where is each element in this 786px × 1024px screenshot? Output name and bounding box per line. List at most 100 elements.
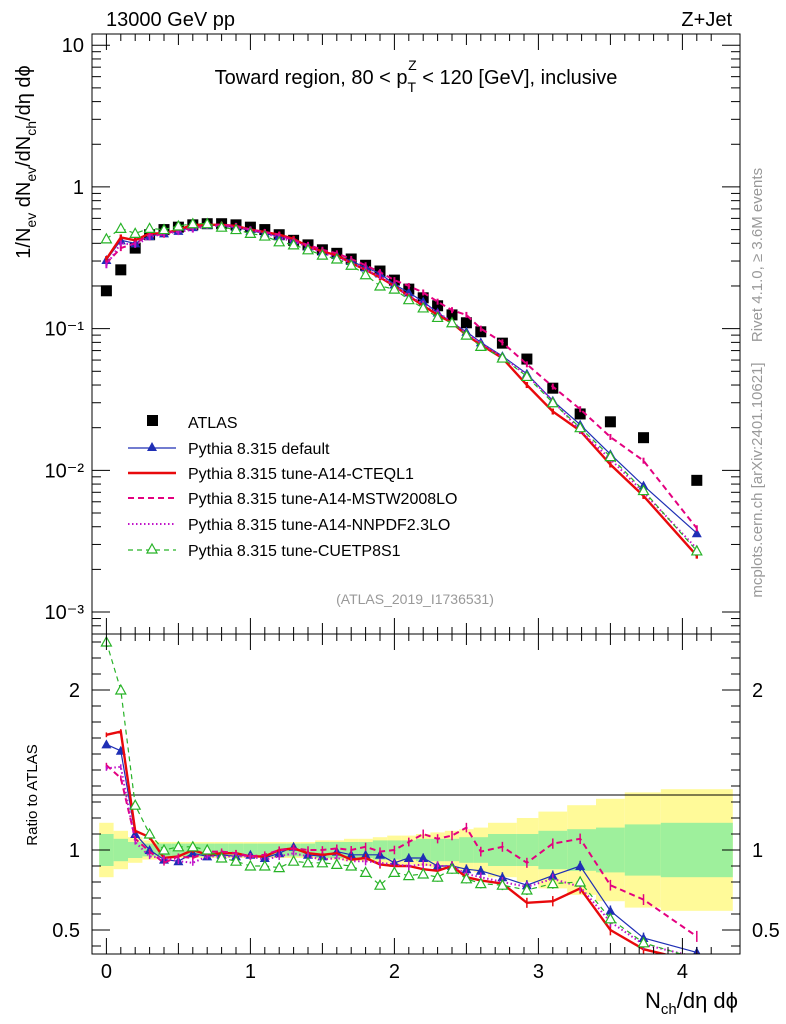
ratio-band-stat (401, 840, 416, 860)
ratio-series-point-5 (215, 851, 228, 863)
x-axis-label: Nch/dη dϕ (645, 988, 738, 1018)
ratio-band-stat (459, 837, 474, 863)
main-series-point-5 (359, 268, 372, 280)
ratio-band-stat (430, 838, 445, 862)
ratio-series-point-1 (605, 905, 616, 915)
ratio-series-point-5 (244, 859, 257, 871)
ratio-series-point-5 (604, 912, 617, 924)
ratio-series-point-5 (345, 859, 358, 871)
ratio-series-point-5 (637, 936, 650, 948)
main-series-point-5 (114, 222, 127, 233)
ratio-series-point-1 (130, 829, 141, 838)
main-series-point-5 (244, 227, 257, 238)
main-series-point-5 (637, 484, 650, 496)
main-series-line-3 (105, 223, 698, 529)
main-series-point-5 (402, 293, 415, 305)
ratio-series-point-5 (574, 875, 587, 887)
atlas-data-point (574, 408, 586, 420)
main-series-point-5 (330, 252, 343, 264)
ratio-ytick-label: 0.5 (52, 920, 80, 942)
ratio-series-point-5 (388, 866, 401, 877)
main-series-point-5 (373, 279, 387, 291)
legend-nnpdf-label: Pythia 8.315 tune-A14-NNPDF2.3LO (188, 517, 450, 534)
main-series-point-5 (431, 311, 444, 323)
main-series-point-5 (445, 316, 459, 328)
ratio-series-point-5 (417, 867, 430, 879)
legend: ATLAS Pythia 8.315 default Pythia 8.315 … (128, 415, 457, 560)
main-series-point-5 (460, 328, 473, 340)
main-ytick-label: 10⁻¹ (45, 319, 85, 341)
legend-cteql1-label: Pythia 8.315 tune-A14-CTEQL1 (188, 466, 414, 483)
ratio-band-stat (596, 827, 625, 873)
ratio-band-stat (416, 838, 431, 862)
chart-title-sub: T (408, 79, 417, 95)
ratio-series-line-2 (106, 730, 669, 954)
ratio-series-line-4 (106, 765, 688, 954)
legend-atlas-label: ATLAS (188, 415, 238, 432)
xtick-label: 4 (677, 961, 688, 983)
main-series-point-5 (186, 217, 199, 229)
ratio-series-line-5 (105, 641, 683, 954)
atlas-data-point (129, 242, 141, 254)
atlas-data-point (521, 353, 533, 365)
main-series-point-5 (287, 238, 300, 250)
atlas-data-point (115, 264, 127, 276)
ratio-series-point-5 (258, 859, 271, 871)
main-series-point-5 (157, 223, 171, 235)
ratio-series-point-5 (186, 840, 199, 852)
ratio-series-line-3 (105, 764, 698, 938)
ratio-series-point-5 (143, 827, 156, 839)
atlas-data-point (446, 309, 458, 321)
ratio-band-stat (444, 838, 460, 862)
ratio-series-point-5 (696, 952, 698, 954)
legend-cuetp-label: Pythia 8.315 tune-CUETP8S1 (188, 543, 401, 560)
ratio-series-point-5 (373, 878, 387, 890)
atlas-data-point (460, 317, 472, 329)
main-ylabel: 1/Nev dNev/dNch/dη dϕ (13, 65, 39, 258)
ratio-series-point-5 (287, 854, 300, 866)
atlas-data-point (638, 432, 650, 444)
ratio-series-point-1 (497, 872, 508, 882)
ratio-series-point-1 (418, 853, 429, 862)
analysis-tag: (ATLAS_2019_I1736531) (336, 591, 494, 607)
ratio-series-point-1 (403, 853, 414, 862)
main-series-point-5 (474, 340, 487, 351)
main-series-line-5 (106, 223, 698, 552)
ratio-ylabel: Ratio to ATLAS (24, 744, 41, 845)
ratio-ytick-label-right: 1 (752, 840, 763, 862)
xtick-label: 2 (389, 961, 400, 983)
ratio-series-point-5 (157, 843, 171, 855)
main-ytick-label: 10⁻² (45, 460, 85, 482)
main-series-point-5 (129, 227, 142, 238)
chart-title-pre: Toward region, 80 < p (215, 67, 408, 89)
ratio-band-stat (257, 843, 272, 857)
ratio-series-point-1 (101, 739, 112, 749)
ratio-series-point-5 (359, 866, 372, 877)
main-series-point-5 (496, 351, 509, 363)
legend-default-label: Pythia 8.315 default (188, 441, 330, 458)
main-series-point-5 (172, 219, 185, 231)
ratio-series-point-5 (546, 877, 559, 889)
ratio-series-point-5 (474, 877, 487, 889)
chart-title-post: < 120 [GeV], inclusive (417, 67, 618, 89)
main-series-point-5 (143, 222, 156, 233)
main-series-point-5 (215, 220, 228, 232)
main-series-point-5 (604, 450, 617, 462)
ratio-ytick-label: 1 (69, 840, 80, 862)
ratio-band-stat (660, 822, 733, 878)
ratio-series-point-5 (402, 869, 415, 881)
ratio-series-point-5 (172, 840, 185, 852)
ratio-series-point-5 (431, 870, 444, 882)
main-series-point-5 (301, 243, 315, 255)
ratio-series-point-5 (496, 878, 509, 890)
ratio-series-point-1 (475, 865, 486, 875)
ratio-series-point-1 (575, 861, 586, 870)
ratio-ytick-label-right: 0.5 (752, 920, 780, 942)
ratio-ytick-label: 2 (69, 680, 80, 702)
header-right: Z+Jet (681, 9, 732, 31)
xtick-label: 3 (533, 961, 544, 983)
chart-title: Toward region, 80 < pTZ < 120 [GeV], inc… (215, 57, 618, 95)
main-series-point-5 (201, 217, 214, 229)
chart-title-sup: Z (408, 57, 417, 73)
main-series-point-5 (690, 544, 703, 556)
